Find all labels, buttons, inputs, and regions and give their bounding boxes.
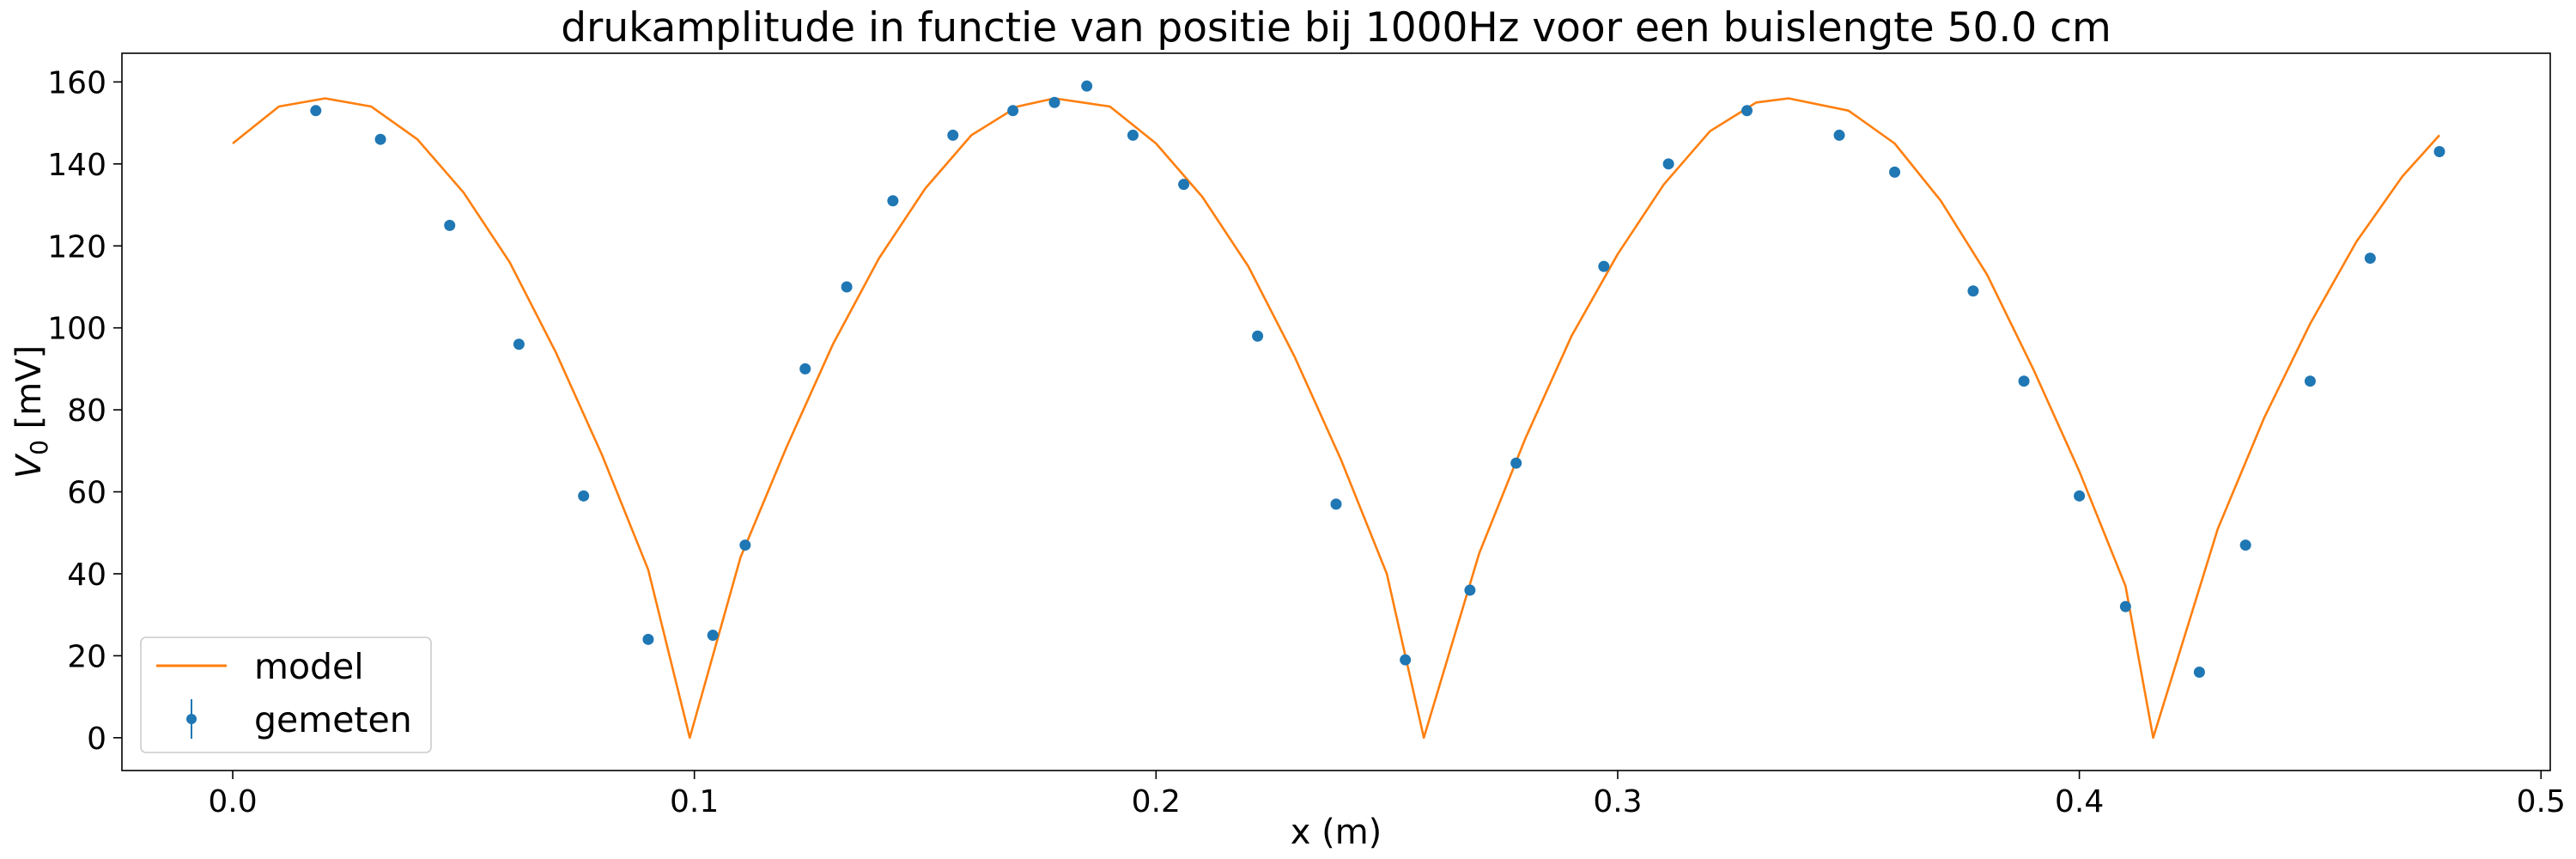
x-tick-label: 0.2 — [1132, 784, 1181, 819]
x-tick-label: 0.3 — [1593, 784, 1642, 819]
gemeten-series — [310, 80, 2445, 678]
y-axis-ticks: 0 20 40 60 80 100 120 140 160 — [47, 65, 122, 757]
x-axis-label: x (m) — [1291, 813, 1382, 852]
gemeten-point — [1833, 129, 1845, 141]
y-tick-label: 160 — [47, 65, 106, 101]
gemeten-point — [1598, 260, 1610, 272]
y-tick-label: 100 — [47, 312, 106, 347]
gemeten-point — [1400, 654, 1412, 666]
gemeten-point — [1081, 80, 1093, 92]
gemeten-point — [1510, 457, 1522, 469]
gemeten-point — [1741, 105, 1753, 117]
gemeten-point — [799, 362, 811, 375]
gemeten-point — [1662, 158, 1674, 170]
plot-area — [232, 80, 2445, 740]
y-tick-label: 40 — [67, 557, 106, 593]
gemeten-point — [2018, 375, 2030, 387]
gemeten-point — [642, 633, 654, 645]
gemeten-point — [2074, 490, 2086, 502]
gemeten-point — [444, 219, 456, 231]
gemeten-point — [2364, 253, 2376, 265]
x-axis-ticks: 0.0 0.1 0.2 0.3 0.4 0.5 — [208, 771, 2566, 819]
gemeten-point — [1252, 330, 1264, 342]
gemeten-point — [2239, 539, 2251, 551]
gemeten-point — [1967, 285, 1979, 297]
legend-gemeten-label: gemeten — [254, 699, 412, 740]
chart-title: drukamplitude in functie van positie bij… — [561, 4, 2111, 52]
y-tick-label: 120 — [47, 229, 106, 265]
gemeten-point — [578, 490, 590, 502]
gemeten-point — [841, 281, 853, 293]
gemeten-point — [1048, 96, 1060, 108]
gemeten-point — [513, 338, 525, 350]
y-tick-label: 20 — [67, 639, 106, 674]
gemeten-point — [1127, 129, 1139, 141]
gemeten-point — [1330, 498, 1342, 510]
gemeten-point — [310, 105, 322, 117]
y-axis-label: V0 [mV] — [9, 345, 53, 478]
gemeten-point — [739, 539, 751, 551]
x-tick-label: 0.0 — [208, 784, 257, 819]
gemeten-point — [1889, 166, 1901, 178]
x-tick-label: 0.1 — [670, 784, 719, 819]
gemeten-point — [1007, 105, 1019, 117]
gemeten-point — [887, 195, 899, 207]
gemeten-point — [1464, 584, 1476, 596]
y-tick-label: 140 — [47, 148, 106, 183]
gemeten-point — [374, 133, 386, 145]
axes-frame — [121, 52, 2551, 771]
gemeten-point — [2119, 600, 2131, 612]
legend-model-label: model — [254, 646, 364, 687]
model-line — [232, 97, 2440, 740]
gemeten-point — [947, 129, 959, 141]
y-tick-label: 0 — [87, 722, 106, 757]
legend: model gemeten — [140, 637, 432, 753]
gemeten-point — [1178, 179, 1190, 191]
x-tick-label: 0.4 — [2055, 784, 2104, 819]
gemeten-point — [2304, 375, 2316, 387]
y-tick-label: 60 — [67, 476, 106, 511]
gemeten-point — [707, 630, 719, 642]
gemeten-point — [2433, 146, 2445, 158]
y-tick-label: 80 — [67, 393, 106, 429]
model-series — [232, 97, 2440, 740]
legend-gemeten-swatch — [186, 714, 197, 724]
gemeten-point — [2193, 666, 2205, 678]
x-tick-label: 0.5 — [2517, 784, 2566, 819]
